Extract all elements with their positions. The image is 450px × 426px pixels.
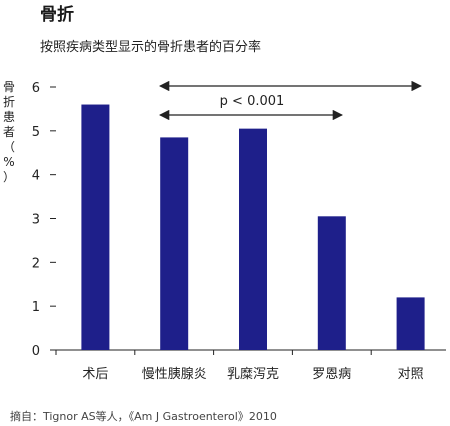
y-tick-label: 3 — [32, 213, 40, 228]
x-tick-label: 术后 — [82, 367, 108, 382]
y-tick-label: 4 — [32, 169, 40, 184]
x-axis-labels: 术后 慢性胰腺炎 乳糜泻克 罗恩病 对照 — [82, 366, 423, 382]
bar-3 — [239, 128, 267, 350]
source-citation: 摘自：Tignor AS等人，《Am J Gastroenterol》2010 — [10, 410, 277, 423]
y-tick-label: 2 — [32, 256, 40, 271]
y-tick-label: 1 — [32, 300, 40, 315]
chart-bars — [81, 104, 425, 351]
x-tick-label: 罗恩病 — [312, 367, 351, 382]
page-title: 骨折 — [40, 5, 74, 25]
x-tick-label: 对照 — [398, 367, 424, 382]
bar-1 — [81, 104, 110, 351]
bar-2 — [160, 137, 189, 350]
y-axis-label: 骨折患者（%） — [2, 80, 15, 184]
x-tick-label: 乳糜泻克 — [227, 366, 279, 382]
chart-subtitle: 按照疾病类型显示的骨折患者的百分率 — [40, 40, 262, 55]
chart-annotations: p < 0.001 — [158, 80, 422, 121]
significance-label: p < 0.001 — [220, 94, 285, 109]
y-tick-label: 6 — [32, 81, 40, 96]
y-tick-label: 0 — [32, 344, 40, 359]
bar-4 — [317, 216, 346, 350]
y-axis-ticks: 0 1 2 3 4 5 6 — [32, 81, 56, 359]
y-tick-label: 5 — [32, 125, 40, 140]
x-tick-label: 慢性胰腺炎 — [142, 366, 207, 382]
chart-axes — [55, 349, 446, 355]
bar-5 — [396, 297, 425, 350]
